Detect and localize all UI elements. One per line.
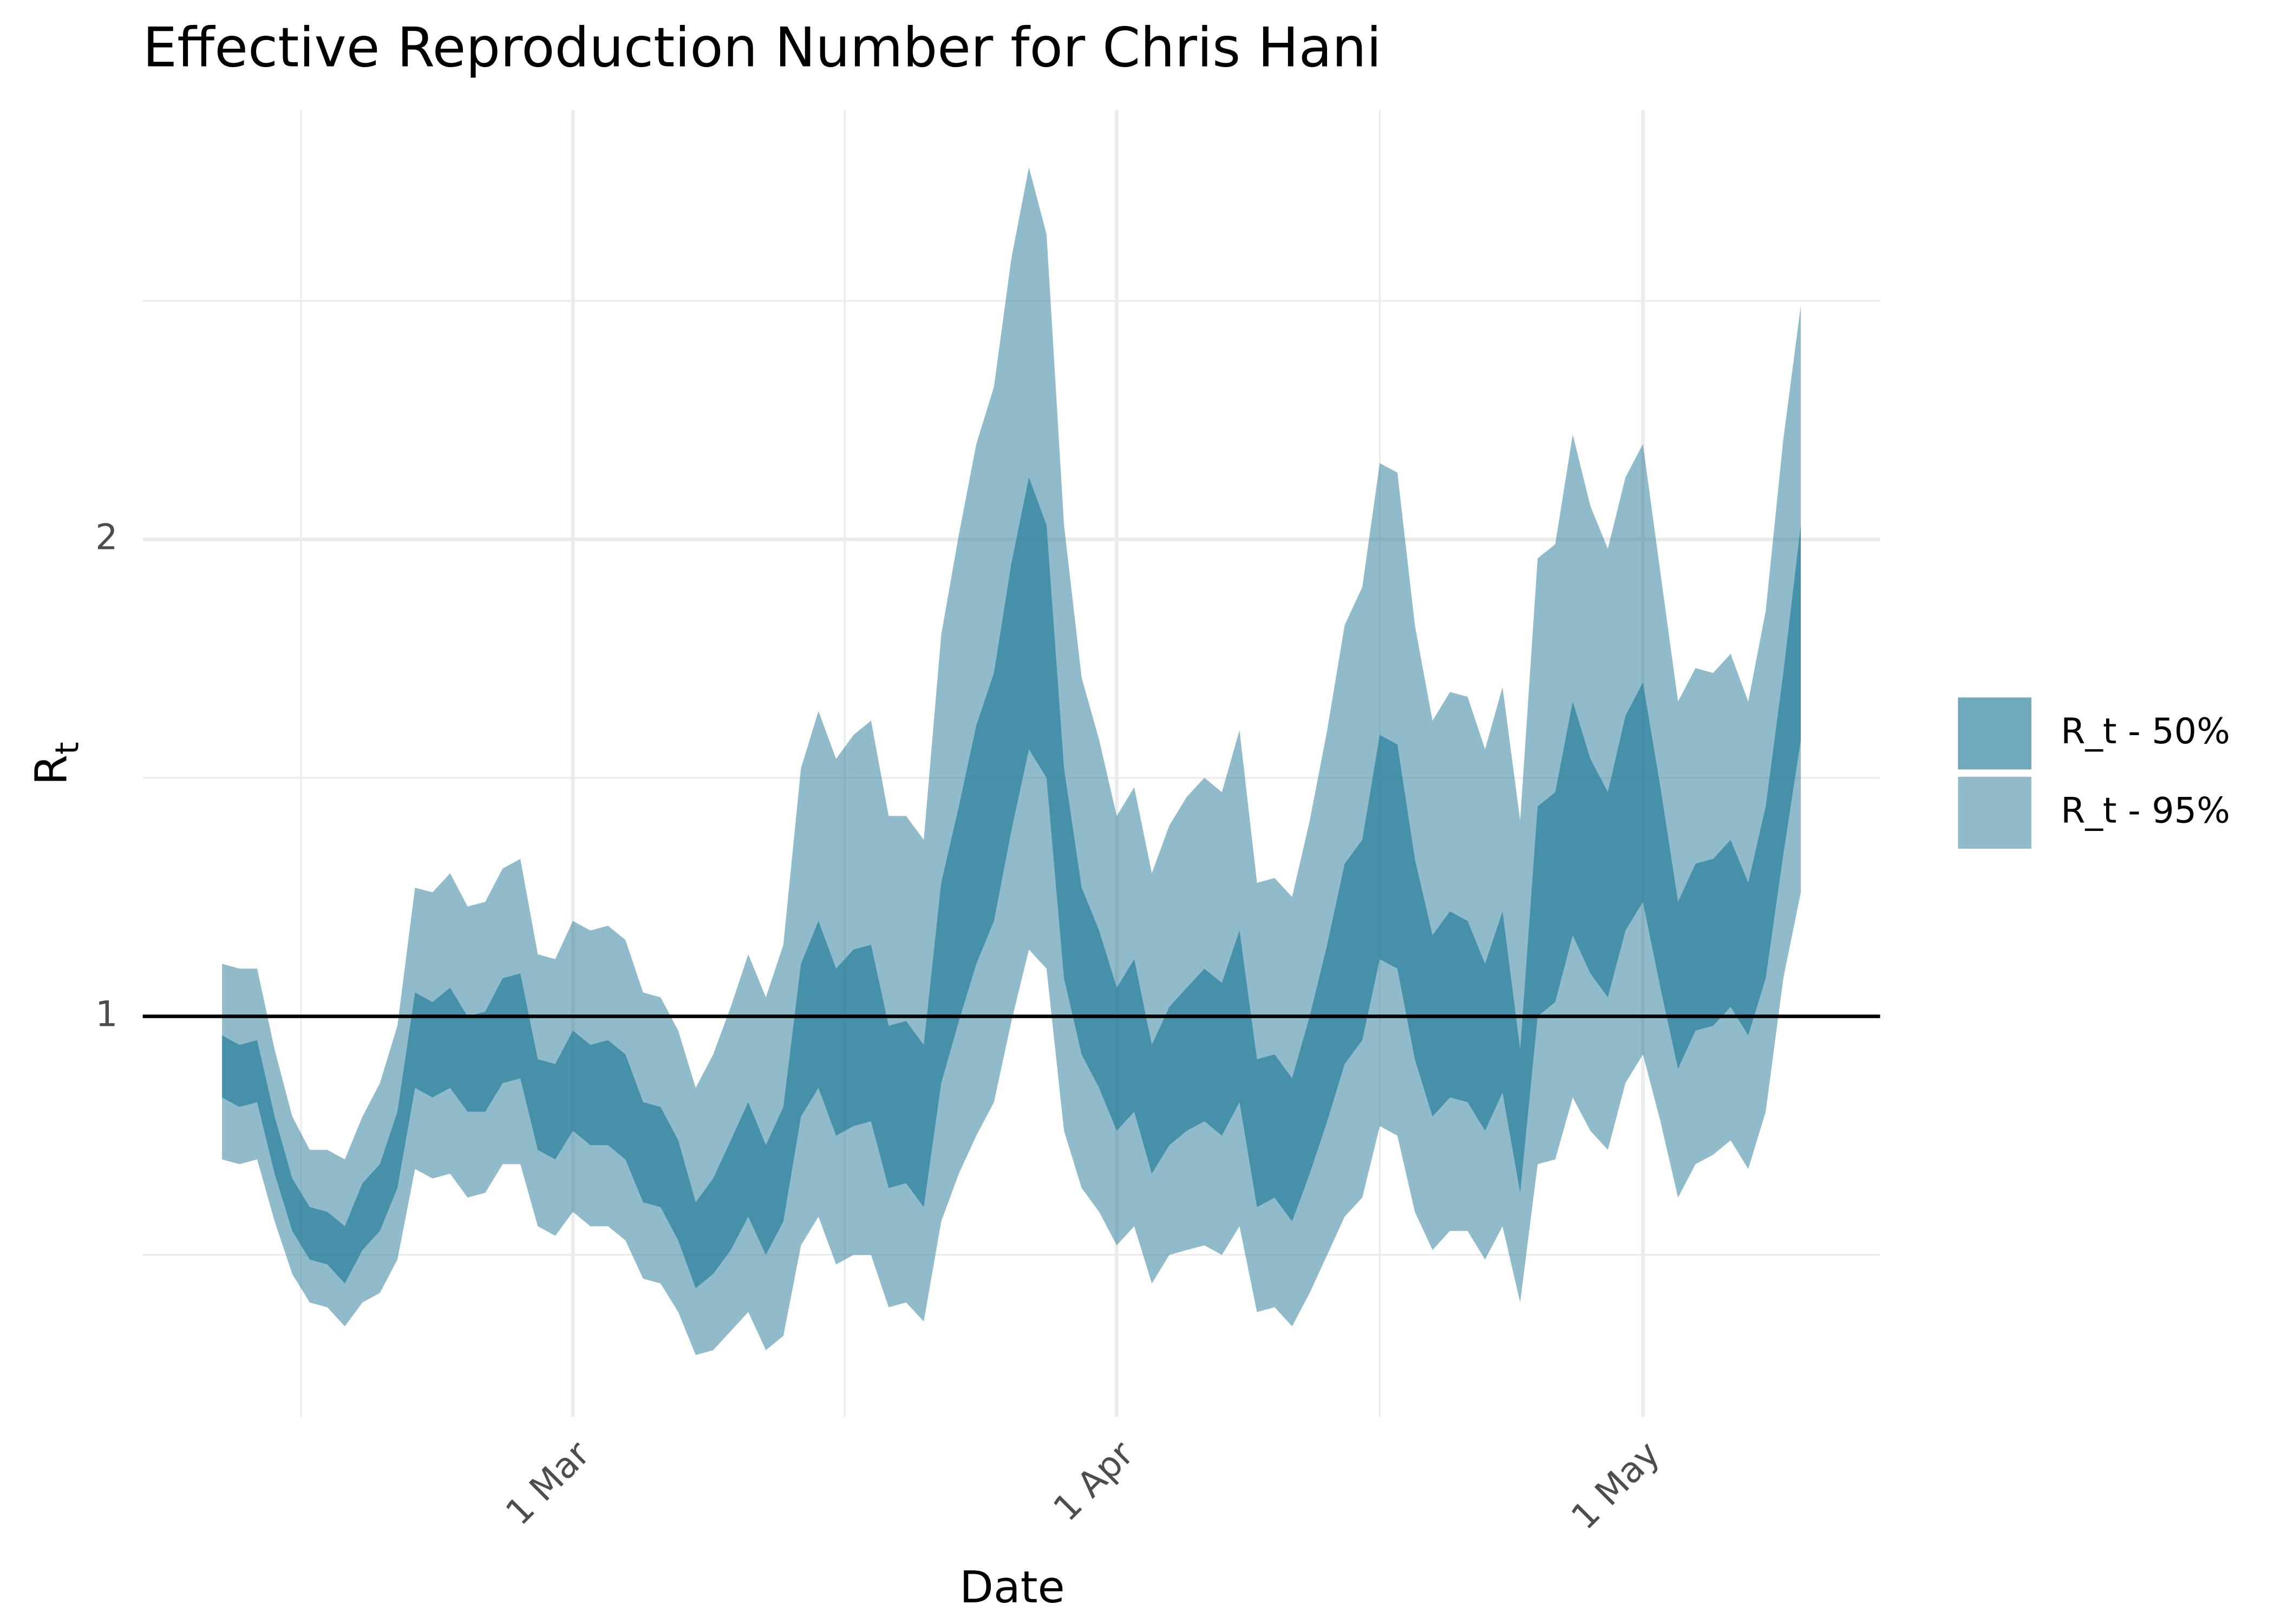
confidence-band [222,477,1801,1288]
legend-key [1958,697,2031,770]
chart-title: Effective Reproduction Number for Chris … [143,16,1382,79]
x-axis-title: Date [959,1562,1064,1613]
y-axis-title: Rt [26,742,87,785]
y-axis-title-subscript: t [49,742,86,755]
y-axis-title-main: R [26,755,77,785]
x-tick-label: 1 May [1564,1433,1668,1537]
x-tick-label: 1 Apr [1046,1433,1142,1529]
legend-key [1958,776,2031,849]
x-tick-label: 1 Mar [498,1433,598,1533]
legend-label: R_t - 95% [2061,790,2230,831]
y-tick-label: 2 [95,517,117,558]
legend-label: R_t - 50% [2061,711,2230,752]
y-tick-label: 1 [95,994,117,1035]
